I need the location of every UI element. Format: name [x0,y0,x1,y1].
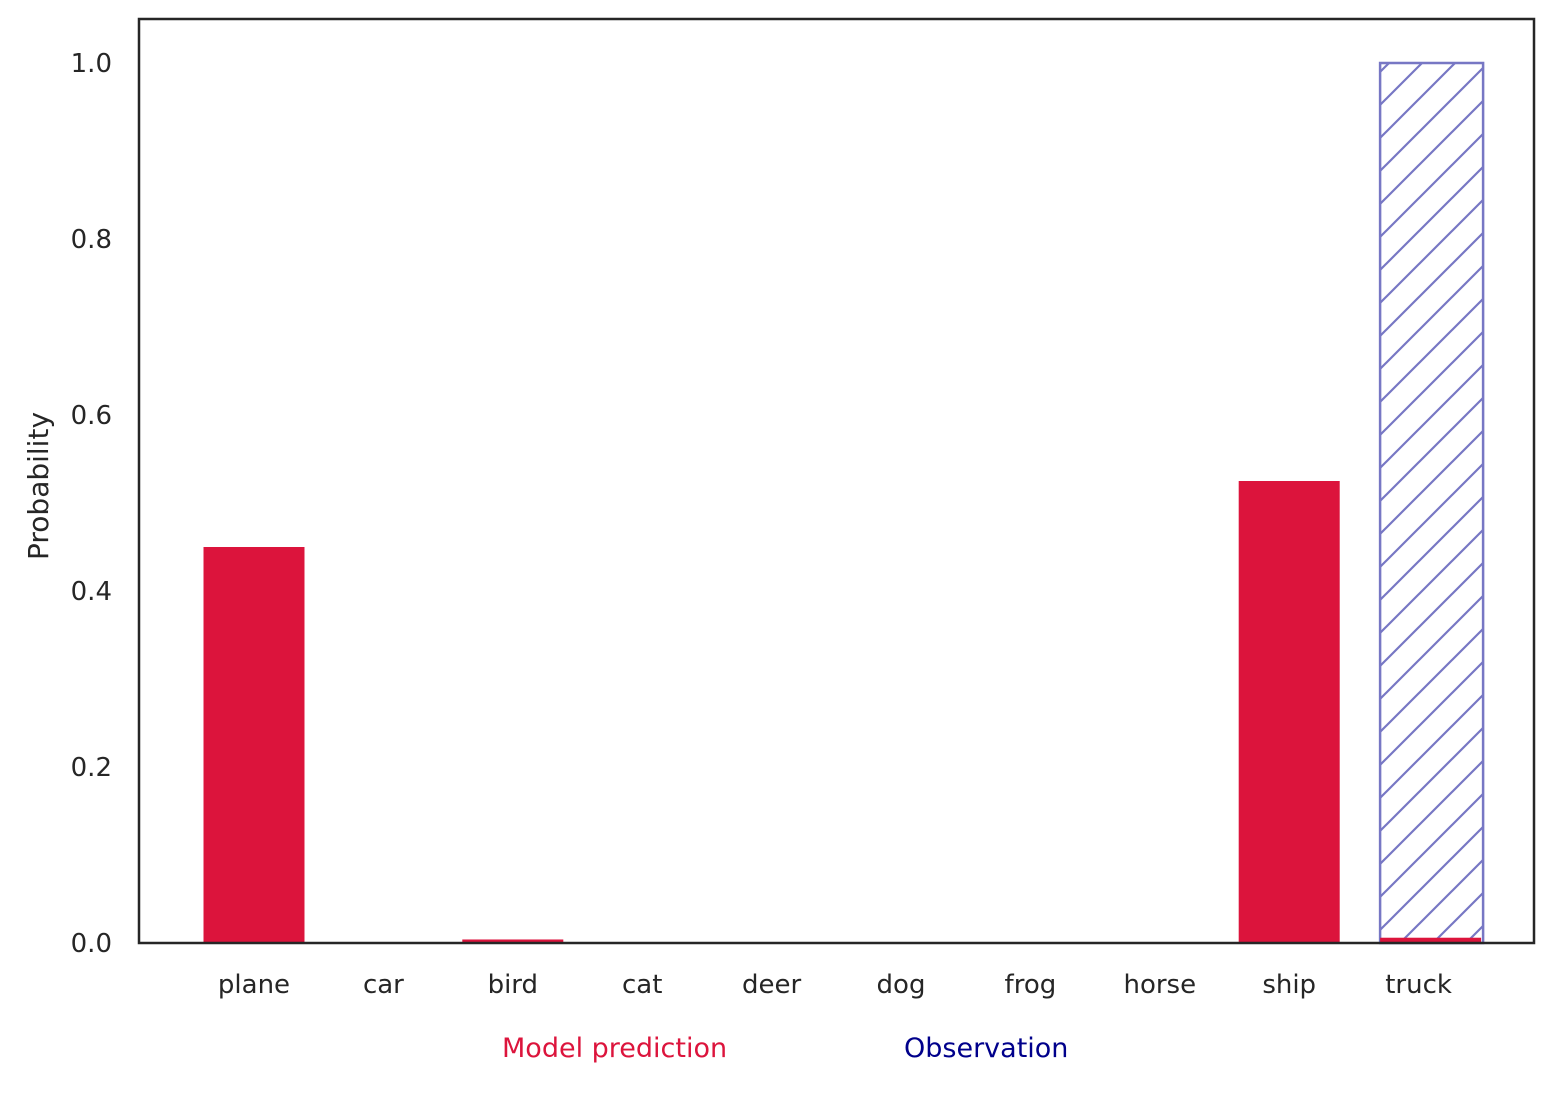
plot-frame [137,17,1536,945]
x-tick-label: deer [742,970,801,1000]
y-tick-label: 0.4 [71,577,112,607]
y-axis-title: Probability [22,412,55,560]
y-tick-labels: 0.0 0.2 0.4 0.6 0.8 1.0 [71,49,112,959]
y-tick-label: 0.8 [71,225,112,255]
legend-observation: Observation [904,1033,1068,1064]
prediction-bar [203,547,305,943]
y-tick-label: 1.0 [71,49,112,79]
x-tick-label: frog [1005,970,1057,1000]
prediction-bar [1380,937,1482,943]
y-tick-label: 0.2 [71,753,112,783]
prediction-bar [462,939,564,943]
x-tick-label: ship [1262,970,1316,1000]
observation-bar [1378,61,1485,945]
y-tick-label: 0.6 [71,401,112,431]
x-tick-labels: plane car bird cat deer dog frog horse ship truck [218,970,1452,1000]
prediction-bar [1238,481,1340,943]
x-tick-label: dog [877,970,926,1000]
x-tick-label: horse [1123,970,1196,1000]
x-tick-label: car [363,970,404,1000]
x-tick-label: plane [218,970,290,1000]
bars-group [203,61,1485,945]
legend-model-prediction: Model prediction [502,1033,727,1064]
x-tick-label: cat [622,970,662,1000]
y-tick-label: 0.0 [71,929,112,959]
x-tick-label: truck [1385,970,1452,1000]
x-tick-label: bird [488,970,538,1000]
legend: Model prediction Observation [502,1033,1068,1064]
